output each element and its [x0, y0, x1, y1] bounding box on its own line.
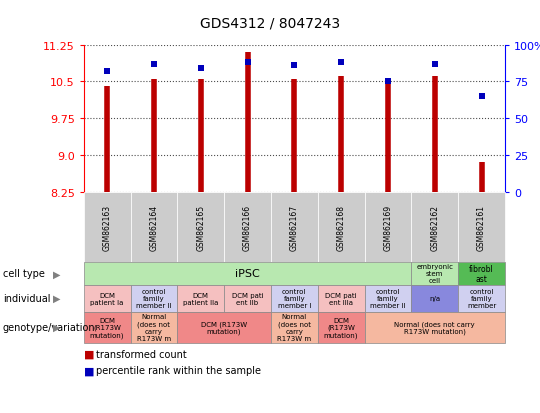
Text: GSM862163: GSM862163 — [103, 204, 112, 250]
Text: transformed count: transformed count — [96, 349, 186, 359]
Text: DCM (R173W
mutation): DCM (R173W mutation) — [201, 320, 247, 334]
Text: DCM pati
ent IIIa: DCM pati ent IIIa — [325, 292, 357, 305]
Text: GSM862164: GSM862164 — [150, 204, 158, 250]
Text: DCM pati
ent IIb: DCM pati ent IIb — [232, 292, 264, 305]
Text: GSM862167: GSM862167 — [290, 204, 299, 250]
Text: individual: individual — [3, 293, 50, 304]
Text: DCM
(R173W
mutation): DCM (R173W mutation) — [90, 317, 124, 338]
Text: percentile rank within the sample: percentile rank within the sample — [96, 366, 261, 375]
Text: embryonic
stem
cell: embryonic stem cell — [416, 263, 453, 284]
Text: DCM
patient IIa: DCM patient IIa — [183, 292, 218, 305]
Text: fibrobl
ast: fibrobl ast — [469, 264, 494, 283]
Text: Normal (does not carry
R173W mutation): Normal (does not carry R173W mutation) — [394, 320, 475, 334]
Text: control
family
member II: control family member II — [370, 288, 406, 309]
Text: GSM862165: GSM862165 — [196, 204, 205, 250]
Text: ▶: ▶ — [53, 322, 60, 332]
Text: GSM862168: GSM862168 — [336, 204, 346, 250]
Text: GSM862161: GSM862161 — [477, 204, 486, 250]
Text: genotype/variation: genotype/variation — [3, 322, 96, 332]
Text: iPSC: iPSC — [235, 268, 260, 279]
Text: Normal
(does not
carry
R173W m: Normal (does not carry R173W m — [137, 313, 171, 341]
Text: DCM
patient Ia: DCM patient Ia — [90, 292, 124, 305]
Text: cell type: cell type — [3, 268, 45, 279]
Text: Normal
(does not
carry
R173W m: Normal (does not carry R173W m — [277, 313, 312, 341]
Text: DCM
(R173W
mutation): DCM (R173W mutation) — [324, 317, 359, 338]
Text: control
family
member I: control family member I — [278, 288, 311, 309]
Text: GSM862162: GSM862162 — [430, 204, 439, 250]
Text: control
family
member II: control family member II — [136, 288, 172, 309]
Text: GDS4312 / 8047243: GDS4312 / 8047243 — [200, 17, 340, 31]
Text: control
family
member: control family member — [467, 288, 496, 309]
Text: ▶: ▶ — [53, 268, 60, 279]
Text: GSM862166: GSM862166 — [243, 204, 252, 250]
Text: ■: ■ — [84, 366, 94, 375]
Text: GSM862169: GSM862169 — [383, 204, 393, 250]
Text: n/a: n/a — [429, 295, 440, 301]
Text: ■: ■ — [84, 349, 94, 359]
Text: ▶: ▶ — [53, 293, 60, 304]
